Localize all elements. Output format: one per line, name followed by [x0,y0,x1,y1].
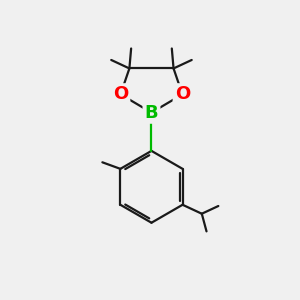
Text: O: O [113,85,128,103]
Text: O: O [175,85,190,103]
Text: B: B [145,103,158,122]
